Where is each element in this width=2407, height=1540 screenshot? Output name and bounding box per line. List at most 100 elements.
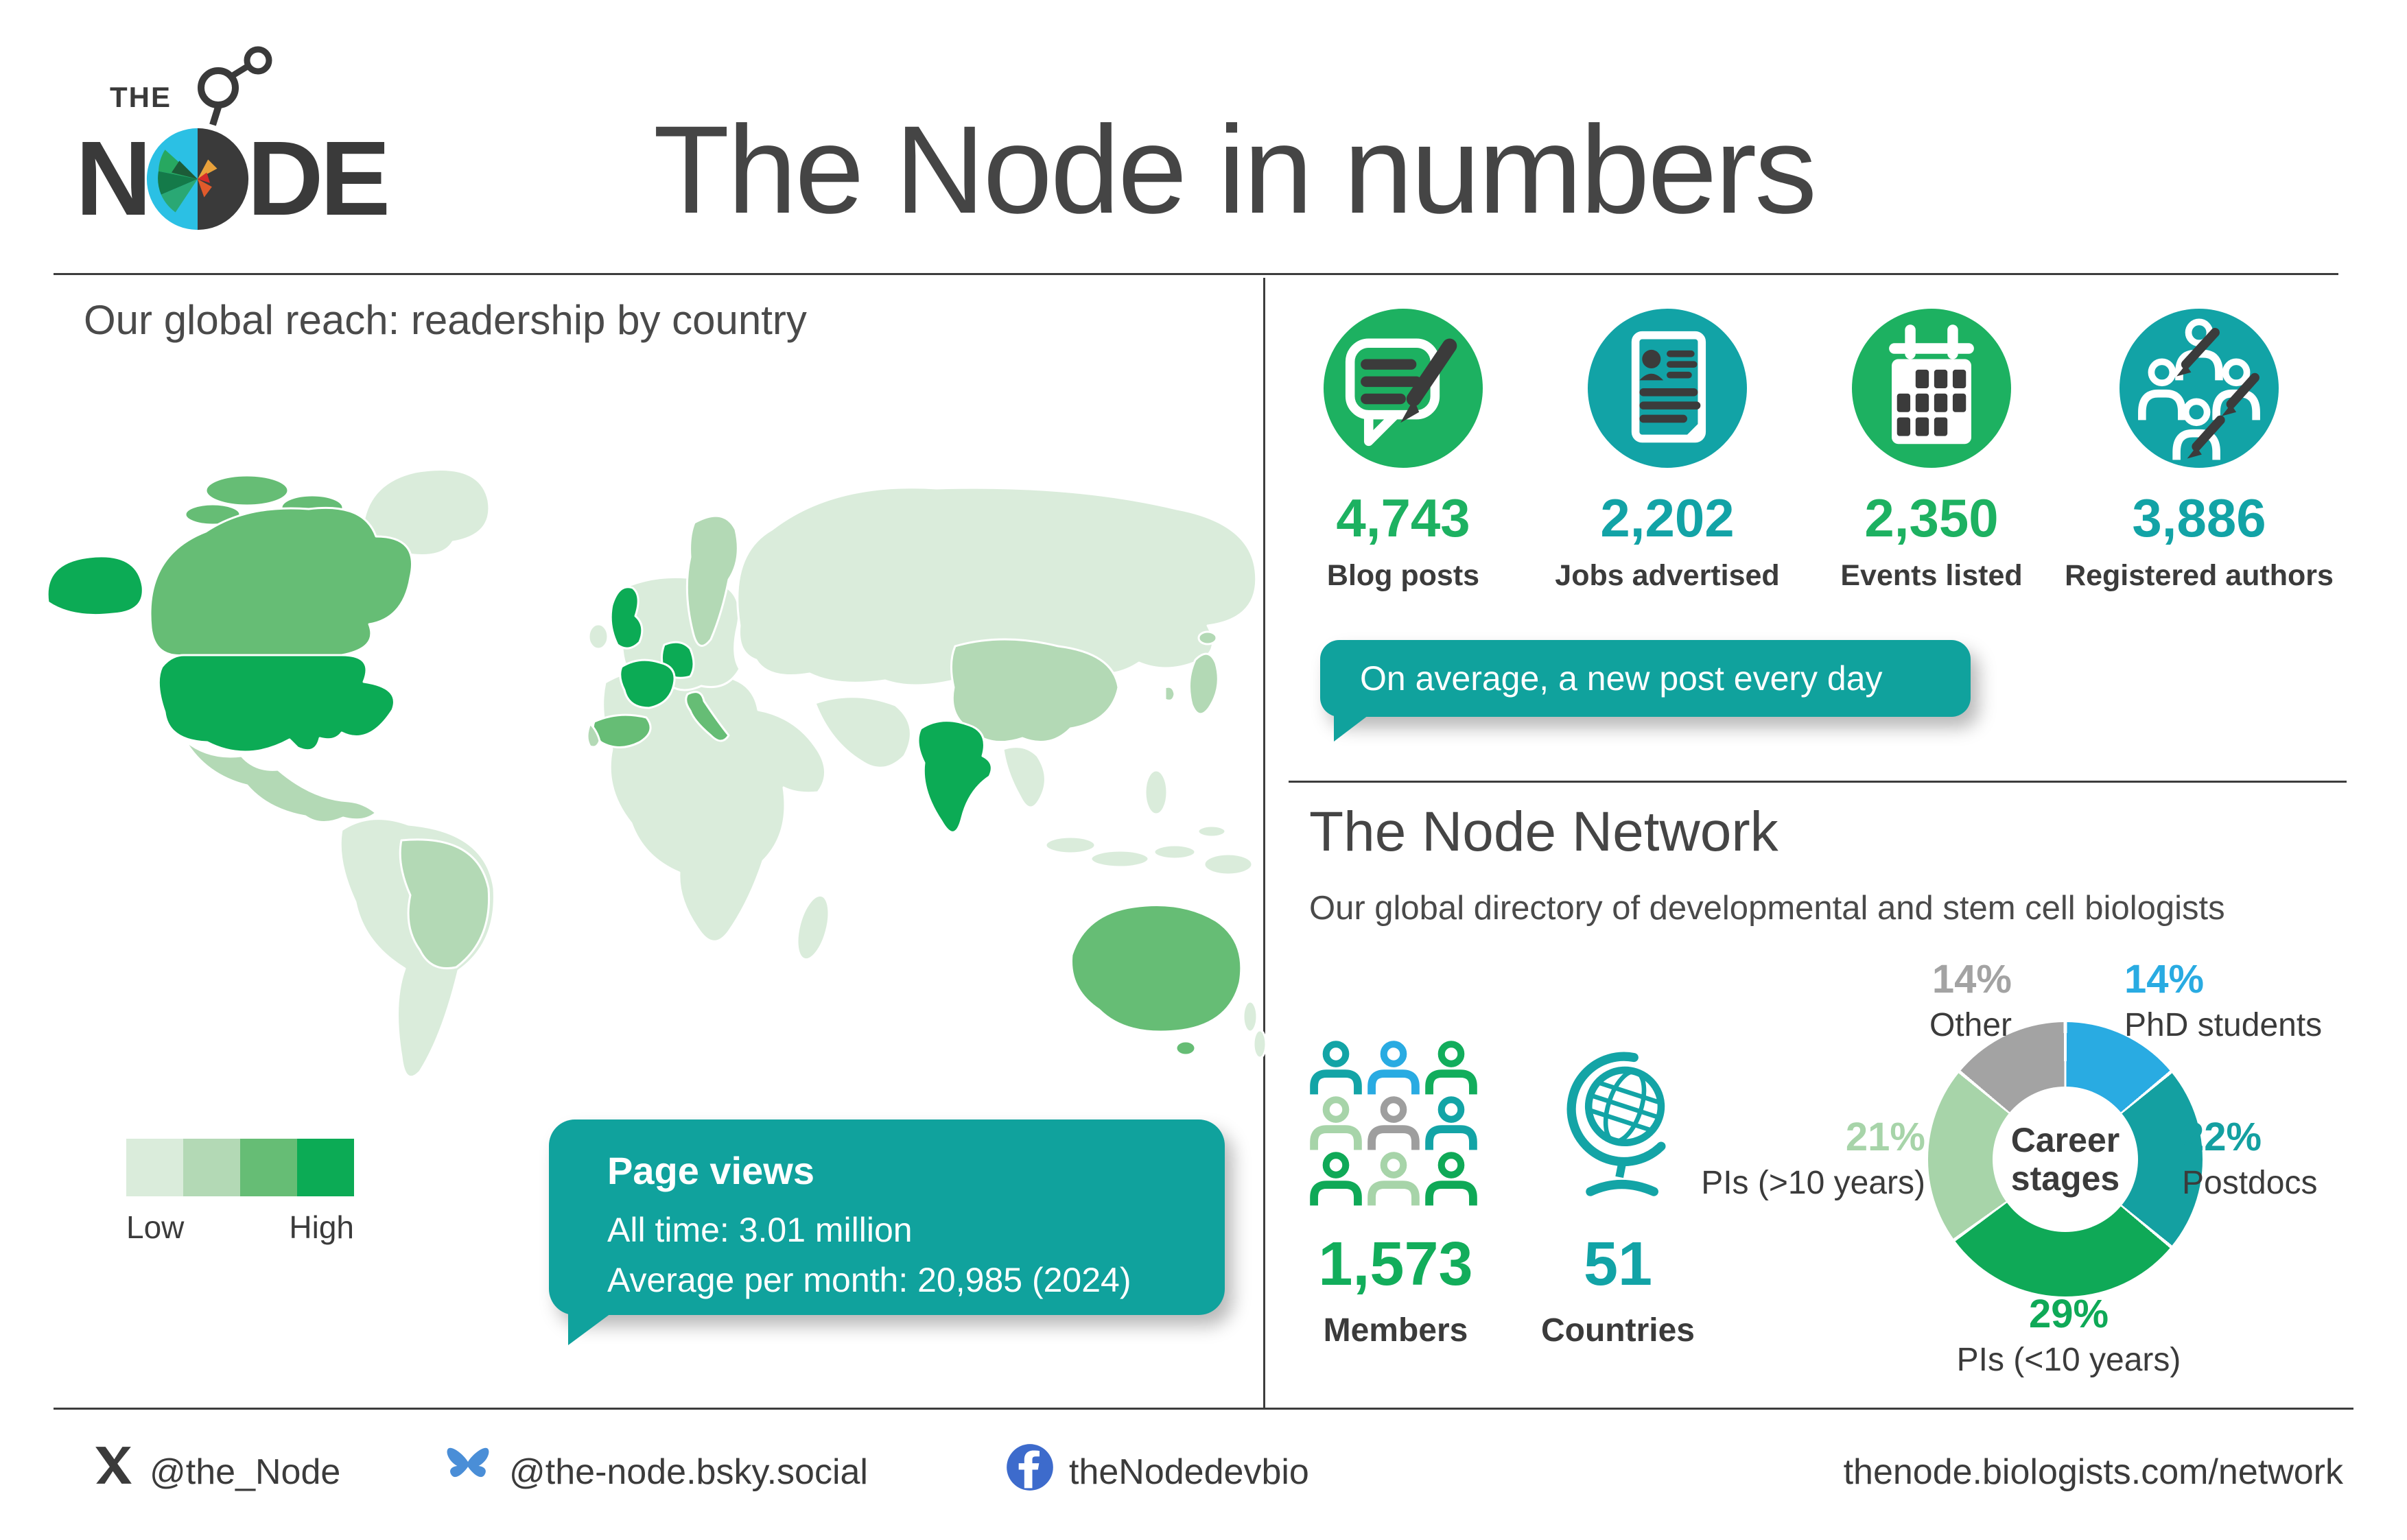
donut-label-postdocs: 22% Postdocs bbox=[2182, 1113, 2407, 1204]
map-island bbox=[1197, 630, 1218, 645]
map-usa bbox=[157, 654, 395, 753]
donut-pct: 22% bbox=[2182, 1115, 2262, 1159]
countries-count: 51 bbox=[1583, 1230, 1653, 1299]
map-france bbox=[619, 659, 676, 709]
person-icon bbox=[1310, 1152, 1362, 1206]
person-icon bbox=[1425, 1096, 1477, 1150]
right-section-divider bbox=[1289, 781, 2347, 783]
map-alaska bbox=[46, 555, 144, 617]
world-map-choropleth bbox=[46, 469, 1267, 1078]
logo-disc-icon bbox=[147, 128, 249, 230]
donut-label-pis-under-10-years: 29% PIs (<10 years) bbox=[1954, 1290, 2183, 1381]
logo-de: DE bbox=[247, 119, 390, 237]
stat-label: Blog posts bbox=[1326, 559, 1480, 592]
map-portugal bbox=[586, 722, 601, 748]
map-legend: Low High bbox=[126, 1139, 354, 1246]
x-twitter-icon[interactable] bbox=[92, 1443, 134, 1487]
page-views-callout: Page views All time: 3.01 million Averag… bbox=[549, 1120, 1225, 1345]
map-madagascar bbox=[796, 894, 830, 961]
donut-pct: 14% bbox=[2124, 957, 2205, 1002]
page-views-monthly: Average per month: 20,985 (2024) bbox=[607, 1260, 1131, 1299]
donut-pct: 29% bbox=[2028, 1292, 2109, 1336]
person-icon bbox=[1367, 1041, 1420, 1095]
map-section-heading: Our global reach: readership by country bbox=[84, 297, 807, 343]
map-southeast-asia bbox=[1002, 746, 1046, 809]
logo: N DE bbox=[75, 118, 390, 239]
donut-label-pis-over-10-years: 21% PIs (>10 years) bbox=[1680, 1113, 1925, 1204]
stat-value: 3,886 bbox=[2132, 488, 2266, 548]
legend-low-label: Low bbox=[126, 1209, 185, 1245]
donut-center-line1: Career bbox=[2010, 1121, 2120, 1159]
stat-value: 2,350 bbox=[1864, 488, 1999, 548]
map-uk bbox=[609, 586, 644, 650]
network-url-link[interactable]: thenode.biologists.com/network bbox=[1843, 1452, 2343, 1492]
bluesky-icon[interactable] bbox=[443, 1443, 493, 1489]
bluesky-handle-link[interactable]: @the-node.bsky.social bbox=[509, 1452, 868, 1492]
map-island bbox=[1090, 849, 1150, 868]
legend-swatch-high bbox=[297, 1139, 354, 1196]
map-russia-asia bbox=[736, 486, 1258, 687]
map-island bbox=[204, 474, 290, 507]
network-heading: The Node Network bbox=[1309, 801, 1778, 863]
legend-swatch-medium bbox=[240, 1139, 297, 1196]
page-views-all-time: All time: 3.01 million bbox=[607, 1211, 913, 1249]
map-africa bbox=[602, 668, 827, 943]
page-views-title: Page views bbox=[607, 1149, 814, 1192]
donut-slice-name: PIs (<10 years) bbox=[1956, 1341, 2181, 1378]
logo-the-text: THE bbox=[110, 81, 172, 113]
legend-color-scale bbox=[126, 1139, 354, 1196]
new-post-callout: On average, a new post every day bbox=[1320, 640, 1971, 742]
legend-high-label: High bbox=[289, 1209, 354, 1245]
map-japan bbox=[1188, 652, 1219, 715]
donut-slice-name: Postdocs bbox=[2182, 1164, 2318, 1201]
map-island bbox=[1197, 825, 1227, 838]
stat-registered-authors: 3,886 Registered authors bbox=[2045, 309, 2353, 593]
donut-pct: 14% bbox=[1932, 957, 2012, 1002]
map-new-zealand bbox=[1242, 1000, 1258, 1033]
header-divider bbox=[54, 273, 2338, 275]
countries-label: Countries bbox=[1540, 1312, 1695, 1349]
person-icon bbox=[1425, 1041, 1477, 1095]
map-tasmania bbox=[1175, 1040, 1197, 1056]
donut-pct: 21% bbox=[1845, 1115, 1925, 1159]
map-australia bbox=[1070, 904, 1243, 1033]
new-post-callout-text: On average, a new post every day bbox=[1360, 659, 1883, 698]
person-icon bbox=[1425, 1152, 1477, 1206]
members-pictogram bbox=[1307, 1037, 1484, 1206]
person-icon bbox=[1310, 1041, 1362, 1095]
map-brazil bbox=[399, 838, 491, 970]
map-india bbox=[917, 720, 993, 833]
map-scandinavia bbox=[685, 514, 739, 647]
stat-value: 4,743 bbox=[1336, 488, 1470, 548]
stat-label: Jobs advertised bbox=[1555, 559, 1780, 592]
map-china bbox=[950, 638, 1120, 744]
person-icon bbox=[1367, 1152, 1420, 1206]
stat-value: 2,202 bbox=[1600, 488, 1735, 548]
x-handle-link[interactable]: @the_Node bbox=[150, 1452, 341, 1492]
donut-center-line2: stages bbox=[2010, 1159, 2120, 1198]
stat-label: Registered authors bbox=[2065, 559, 2334, 592]
facebook-icon[interactable] bbox=[1006, 1443, 1054, 1491]
map-island bbox=[1153, 844, 1197, 860]
members-count: 1,573 bbox=[1318, 1230, 1473, 1299]
logo-n: N bbox=[75, 119, 152, 237]
donut-slice-name: Other bbox=[1929, 1006, 2012, 1043]
job-listing-icon bbox=[1588, 309, 1747, 468]
globe-icon bbox=[1566, 1052, 1666, 1196]
map-new-guinea bbox=[1203, 853, 1254, 876]
career-stages-donut-chart: Career stages bbox=[1928, 1022, 2203, 1296]
donut-slice-name: PhD students bbox=[2124, 1006, 2323, 1043]
map-ireland bbox=[587, 623, 609, 650]
authors-icon bbox=[2120, 309, 2279, 468]
speech-bubble-tail bbox=[1334, 715, 1368, 742]
map-new-zealand bbox=[1252, 1029, 1267, 1059]
map-korea bbox=[1164, 685, 1176, 702]
map-mexico bbox=[184, 739, 377, 823]
network-subheading: Our global directory of developmental an… bbox=[1309, 890, 2225, 927]
map-island bbox=[1044, 836, 1096, 855]
stat-blog-posts: 4,743 Blog posts bbox=[1314, 309, 1492, 593]
facebook-handle-link[interactable]: theNodedevbio bbox=[1069, 1452, 1309, 1492]
vertical-divider bbox=[1263, 278, 1265, 1408]
stat-label: Events listed bbox=[1840, 559, 2023, 592]
donut-label-other: 14% Other bbox=[1798, 955, 2012, 1046]
